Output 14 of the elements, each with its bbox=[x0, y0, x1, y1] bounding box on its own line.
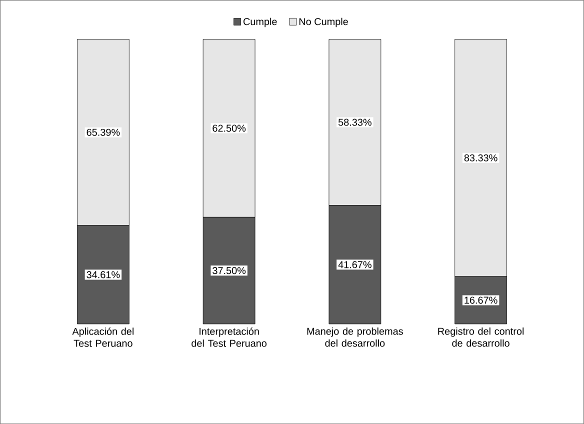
data-label: 34.61% bbox=[86, 271, 120, 278]
data-label: 83.33% bbox=[464, 154, 498, 162]
x-tick-label: Manejo de problemas del desarrollo bbox=[307, 327, 403, 347]
legend-label: Cumple bbox=[243, 18, 277, 28]
data-label: 58.33% bbox=[338, 118, 372, 126]
data-label: 37.50% bbox=[212, 266, 246, 274]
legend-label: No Cumple bbox=[299, 18, 348, 28]
x-tick-label: Aplicación del Test Peruano bbox=[72, 327, 134, 347]
x-tick-label: Interpretación del Test Peruano bbox=[192, 327, 267, 347]
x-tick-label: Registro del control de desarrollo bbox=[438, 327, 524, 347]
data-label: 62.50% bbox=[212, 124, 246, 132]
data-label: 65.39% bbox=[86, 128, 120, 136]
data-label: 16.67% bbox=[464, 296, 498, 304]
data-label: 41.67% bbox=[338, 261, 372, 268]
